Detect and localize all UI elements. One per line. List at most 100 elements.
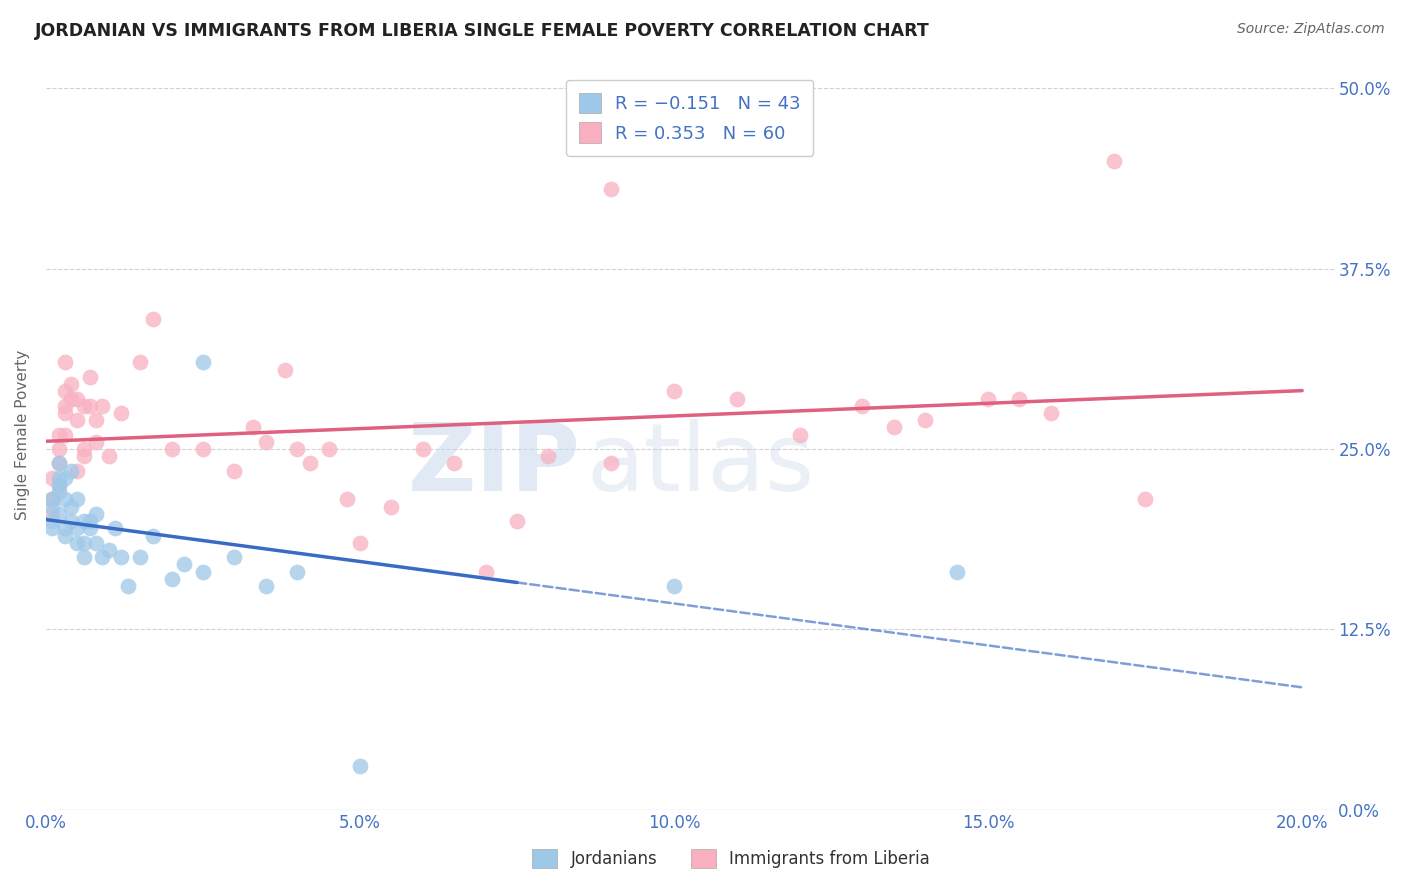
Point	[41, 492, 63, 507]
Point	[60, 514, 83, 528]
Point	[285, 442, 308, 456]
Point	[79, 399, 101, 413]
Point	[41, 471, 63, 485]
Point	[79, 514, 101, 528]
Point	[349, 759, 371, 773]
Point	[129, 550, 152, 565]
Point	[173, 558, 195, 572]
Point	[79, 370, 101, 384]
Point	[48, 457, 70, 471]
Point	[318, 442, 340, 456]
Point	[48, 442, 70, 456]
Point	[380, 500, 402, 514]
Point	[72, 442, 94, 456]
Legend: R = −0.151   N = 43, R = 0.353   N = 60: R = −0.151 N = 43, R = 0.353 N = 60	[567, 80, 813, 156]
Point	[600, 457, 623, 471]
Point	[60, 377, 83, 392]
Point	[41, 521, 63, 535]
Point	[285, 565, 308, 579]
Point	[84, 507, 107, 521]
Point	[97, 449, 120, 463]
Point	[662, 384, 685, 399]
Point	[48, 457, 70, 471]
Point	[97, 543, 120, 558]
Point	[789, 427, 811, 442]
Point	[48, 471, 70, 485]
Point	[224, 550, 246, 565]
Point	[60, 500, 83, 514]
Point	[129, 355, 152, 369]
Point	[191, 355, 214, 369]
Point	[41, 507, 63, 521]
Point	[48, 507, 70, 521]
Point	[104, 521, 127, 535]
Point	[1133, 492, 1156, 507]
Point	[53, 384, 76, 399]
Text: ZIP: ZIP	[408, 418, 581, 510]
Point	[1008, 392, 1031, 406]
Point	[53, 528, 76, 542]
Point	[72, 550, 94, 565]
Point	[72, 514, 94, 528]
Point	[298, 457, 321, 471]
Point	[66, 413, 89, 427]
Point	[48, 485, 70, 500]
Point	[160, 572, 183, 586]
Point	[41, 500, 63, 514]
Point	[117, 579, 139, 593]
Point	[160, 442, 183, 456]
Point	[883, 420, 905, 434]
Point	[53, 492, 76, 507]
Point	[60, 392, 83, 406]
Point	[53, 406, 76, 420]
Point	[48, 478, 70, 492]
Y-axis label: Single Female Poverty: Single Female Poverty	[15, 350, 30, 520]
Point	[1102, 153, 1125, 168]
Point	[84, 535, 107, 549]
Point	[977, 392, 1000, 406]
Point	[242, 420, 264, 434]
Point	[412, 442, 434, 456]
Point	[110, 406, 132, 420]
Point	[224, 464, 246, 478]
Point	[53, 399, 76, 413]
Point	[84, 413, 107, 427]
Point	[142, 312, 165, 326]
Point	[110, 550, 132, 565]
Point	[349, 535, 371, 549]
Point	[725, 392, 748, 406]
Legend: Jordanians, Immigrants from Liberia: Jordanians, Immigrants from Liberia	[526, 842, 936, 875]
Text: Source: ZipAtlas.com: Source: ZipAtlas.com	[1237, 22, 1385, 37]
Point	[474, 565, 496, 579]
Point	[66, 535, 89, 549]
Point	[91, 550, 114, 565]
Point	[191, 565, 214, 579]
Point	[273, 362, 295, 376]
Point	[41, 514, 63, 528]
Point	[41, 492, 63, 507]
Point	[662, 579, 685, 593]
Point	[254, 434, 277, 449]
Point	[66, 464, 89, 478]
Point	[53, 427, 76, 442]
Point	[914, 413, 936, 427]
Point	[66, 492, 89, 507]
Point	[851, 399, 873, 413]
Point	[53, 355, 76, 369]
Point	[66, 392, 89, 406]
Point	[506, 514, 529, 528]
Point	[1039, 406, 1062, 420]
Point	[48, 427, 70, 442]
Point	[53, 521, 76, 535]
Point	[600, 182, 623, 196]
Point	[66, 521, 89, 535]
Point	[537, 449, 560, 463]
Point	[79, 521, 101, 535]
Point	[443, 457, 465, 471]
Point	[336, 492, 359, 507]
Point	[60, 464, 83, 478]
Point	[72, 535, 94, 549]
Point	[72, 399, 94, 413]
Text: JORDANIAN VS IMMIGRANTS FROM LIBERIA SINGLE FEMALE POVERTY CORRELATION CHART: JORDANIAN VS IMMIGRANTS FROM LIBERIA SIN…	[35, 22, 929, 40]
Point	[191, 442, 214, 456]
